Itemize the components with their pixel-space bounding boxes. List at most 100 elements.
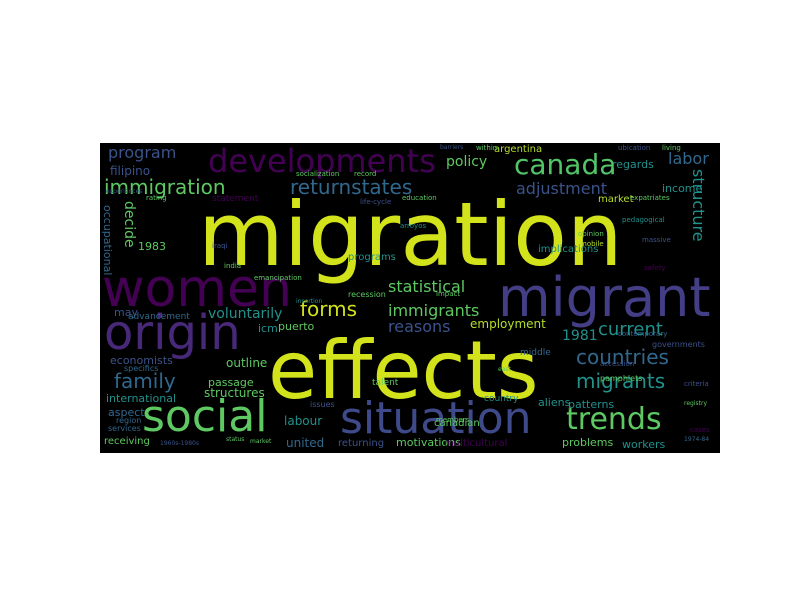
word-issues: issues (310, 400, 335, 409)
word-barriers: barriers (440, 144, 464, 151)
word-socialization: socialization (296, 170, 340, 178)
word-may: may (114, 306, 138, 319)
word-income: income (662, 182, 703, 195)
word-economists: economists (110, 354, 173, 367)
word-governments: governments (652, 340, 705, 349)
word-occupational: occupational (101, 205, 114, 276)
word-multicultural: multicultural (444, 438, 508, 449)
word-pedagogical: pedagogical (622, 216, 665, 224)
word-workers: workers (622, 438, 666, 451)
word-recession: recession (348, 290, 386, 299)
word-decide: decide (121, 201, 137, 248)
word-trends: trends (566, 402, 662, 437)
word-regards: regards (612, 158, 654, 171)
word-contemporary: contemporary (618, 330, 668, 338)
word-opinion: opinion (578, 230, 604, 238)
word-developments: developments (208, 143, 436, 180)
word-returnstates: returnstates (290, 175, 413, 199)
word-effects: effects (268, 324, 539, 417)
word-reasons: reasons (388, 317, 451, 336)
word-experiences: experiences (106, 188, 143, 195)
word-migrant: migrant (498, 266, 711, 329)
word-mobile: mobile (580, 240, 604, 248)
word-receiving: receiving (104, 436, 150, 447)
word-talent: talent (372, 378, 399, 388)
word-safety: safety (644, 264, 666, 272)
word-market: market (598, 194, 634, 205)
word-family: family (114, 369, 176, 393)
word-statistical: statistical (388, 277, 466, 296)
word-voluntarily: voluntarily (208, 306, 283, 322)
word-structure: structure (689, 169, 708, 242)
word-canadian: canadian (434, 418, 480, 429)
word-origin: origin (104, 305, 241, 361)
word-patterns: patterns (568, 398, 615, 411)
word-record: record (354, 170, 377, 178)
word-situation: situation (340, 393, 532, 444)
word-1983: 1983 (138, 240, 166, 253)
word-immigration: immigration (104, 175, 226, 199)
word-insertion: insertion (296, 298, 323, 305)
word-canada: canada (514, 148, 617, 181)
word-returning: returning (338, 438, 385, 449)
word-education: education (402, 194, 437, 202)
word-migration: migration (198, 183, 623, 286)
word-structures: structures (204, 386, 265, 400)
word-statement: statement (212, 194, 259, 204)
word-expatriates: expatriates (630, 194, 670, 202)
word-united: united (286, 436, 325, 450)
word-iraqi: iraqi (212, 242, 228, 250)
word-impact: impact (436, 290, 461, 298)
word-east: east (498, 366, 511, 373)
word-registry: registry (684, 400, 707, 407)
word-countries: countries (576, 345, 669, 369)
word-labour: labour (284, 414, 323, 428)
word-rating: rating (146, 194, 167, 202)
word-region: region (116, 416, 142, 425)
word-accession: accession (600, 360, 635, 368)
word-arroyos: arroyos (400, 222, 427, 230)
word-status: status (226, 436, 245, 443)
word-current: current (598, 319, 663, 340)
word-programs: programs (348, 252, 396, 263)
word-within: within (476, 144, 498, 152)
word-women: women (102, 259, 292, 319)
word-ubication: ubication (618, 144, 651, 152)
word-cloud: migration effects migrant women origin s… (100, 143, 720, 453)
word-aspect: aspect (108, 406, 145, 419)
word-social: social (142, 391, 268, 442)
word-criteria: criteria (684, 380, 709, 388)
word-implications: implications (538, 244, 599, 255)
word-adjustment: adjustment (516, 179, 607, 198)
word-country: country (484, 394, 519, 404)
word-filipino: filipino (110, 164, 151, 178)
word-labor: labor (668, 149, 709, 168)
word-outline: outline (226, 356, 268, 370)
word-years: 1960s-1980s (160, 440, 199, 447)
word-members: members (436, 416, 470, 424)
word-living: living (662, 144, 681, 152)
word-cases: cases (690, 426, 710, 434)
word-1981: 1981 (562, 328, 598, 344)
word-argentina: argentina (494, 144, 543, 155)
word-market2: market (250, 438, 272, 445)
word-problems: problems (562, 436, 614, 449)
word-services: services (108, 424, 141, 433)
word-lifecycle: life-cycle (360, 198, 392, 206)
word-middle: middle (520, 348, 551, 358)
word-emancipation: emancipation (254, 274, 302, 282)
word-massive: massive (642, 236, 671, 244)
word-icm: icm (258, 322, 278, 335)
word-aliens: aliens (538, 396, 571, 409)
word-forms: forms (300, 297, 358, 321)
word-immigrants: immigrants (388, 301, 480, 320)
word-employment: employment (470, 317, 546, 331)
word-pamphlets: pamphlets (600, 374, 643, 383)
word-puerto: puerto (278, 320, 315, 333)
word-advancement: advancement (128, 312, 190, 322)
word-specifics: specifics (124, 364, 159, 373)
word-india: india (224, 262, 242, 270)
word-migrants: migrants (576, 369, 666, 393)
word-passage: passage (208, 376, 254, 389)
word-program: program (108, 143, 177, 162)
